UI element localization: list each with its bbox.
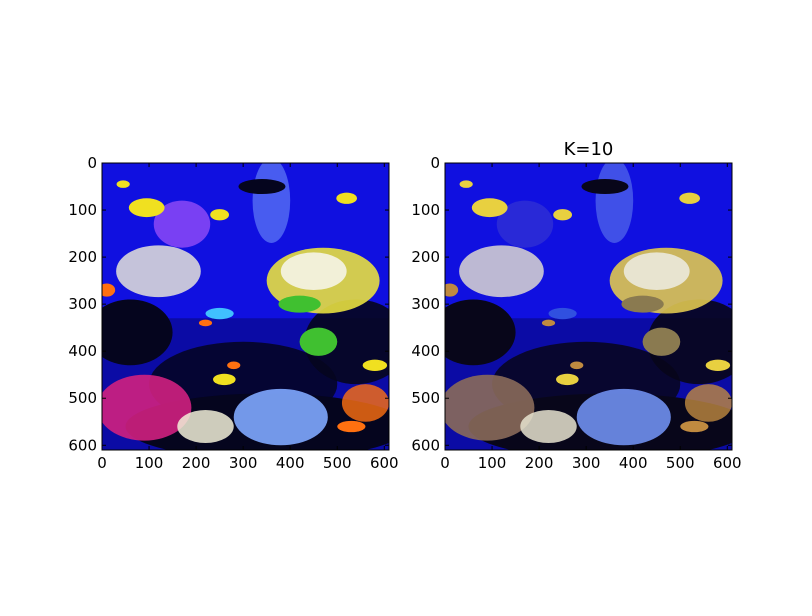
axes-frame [101,162,390,451]
coral-left [459,245,544,298]
fish [362,359,388,371]
coral-green-2 [621,295,664,313]
coral-bottom-white [520,410,577,443]
coral-fans [153,200,211,248]
fish [445,283,459,297]
fish [679,192,701,204]
x-tick-label: 0 [440,454,450,472]
x-tick-label: 200 [182,454,211,472]
coral-bottom-center [233,388,328,446]
fish [556,373,579,386]
fish [680,420,709,433]
x-tick-label: 600 [713,454,742,472]
y-tick-label: 0 [87,154,97,172]
fish [705,359,731,371]
y-tick-label: 0 [430,154,440,172]
fish [471,198,508,218]
fish [553,209,573,221]
x-tick-label: 400 [276,454,305,472]
y-tick-label: 300 [411,295,440,313]
fish [128,198,165,218]
fish [227,361,241,370]
reef-image-left [102,163,389,450]
fish [116,180,130,188]
y-tick-label: 600 [68,436,97,454]
x-tick-label: 300 [229,454,258,472]
coral-orange [684,384,732,422]
fish [336,192,358,204]
y-tick-label: 400 [68,342,97,360]
y-tick-label: 100 [411,201,440,219]
fish [337,420,366,433]
panel-right: 0 100 200 300 400 500 6000100200300400500600K=… [411,139,742,472]
x-tick-label: 200 [525,454,554,472]
coral-cyan [205,307,234,320]
coral-bottom-center [576,388,671,446]
axes-frame [444,162,733,451]
fish [581,178,629,195]
coral-green-2 [278,295,321,313]
coral-left [116,245,201,298]
fish [541,319,556,327]
x-tick-label: 600 [370,454,399,472]
fish [198,319,213,327]
fish [210,209,230,221]
coral-fans [496,200,554,248]
coral-cyan [548,307,577,320]
x-tick-label: 500 [666,454,695,472]
reef-image-right [445,163,732,450]
x-tick-label: 100 [478,454,507,472]
fish [238,178,286,195]
fish [459,180,473,188]
y-tick-label: 600 [411,436,440,454]
coral-bottom-left [102,374,192,441]
y-tick-label: 100 [68,201,97,219]
x-tick-label: 500 [323,454,352,472]
coral-highlight-right [623,252,690,291]
y-tick-label: 300 [68,295,97,313]
fish [102,283,116,297]
fish [570,361,584,370]
y-tick-label: 200 [411,248,440,266]
coral-highlight-right [280,252,347,291]
x-tick-label: 100 [135,454,164,472]
y-tick-label: 500 [411,389,440,407]
fish [213,373,236,386]
coral-green [299,327,338,356]
x-tick-label: 400 [619,454,648,472]
coral-branches [252,163,291,243]
y-tick-label: 200 [68,248,97,266]
coral-orange [341,384,389,422]
coral-branches [595,163,634,243]
coral-bottom-left [445,374,535,441]
panel-title: K=10 [564,139,614,160]
x-tick-label: 0 [97,454,107,472]
shadow-left [445,299,516,366]
y-tick-label: 500 [68,389,97,407]
coral-green [642,327,681,356]
shadow-left [102,299,173,366]
x-tick-label: 300 [572,454,601,472]
coral-bottom-white [177,410,234,443]
y-tick-label: 400 [411,342,440,360]
